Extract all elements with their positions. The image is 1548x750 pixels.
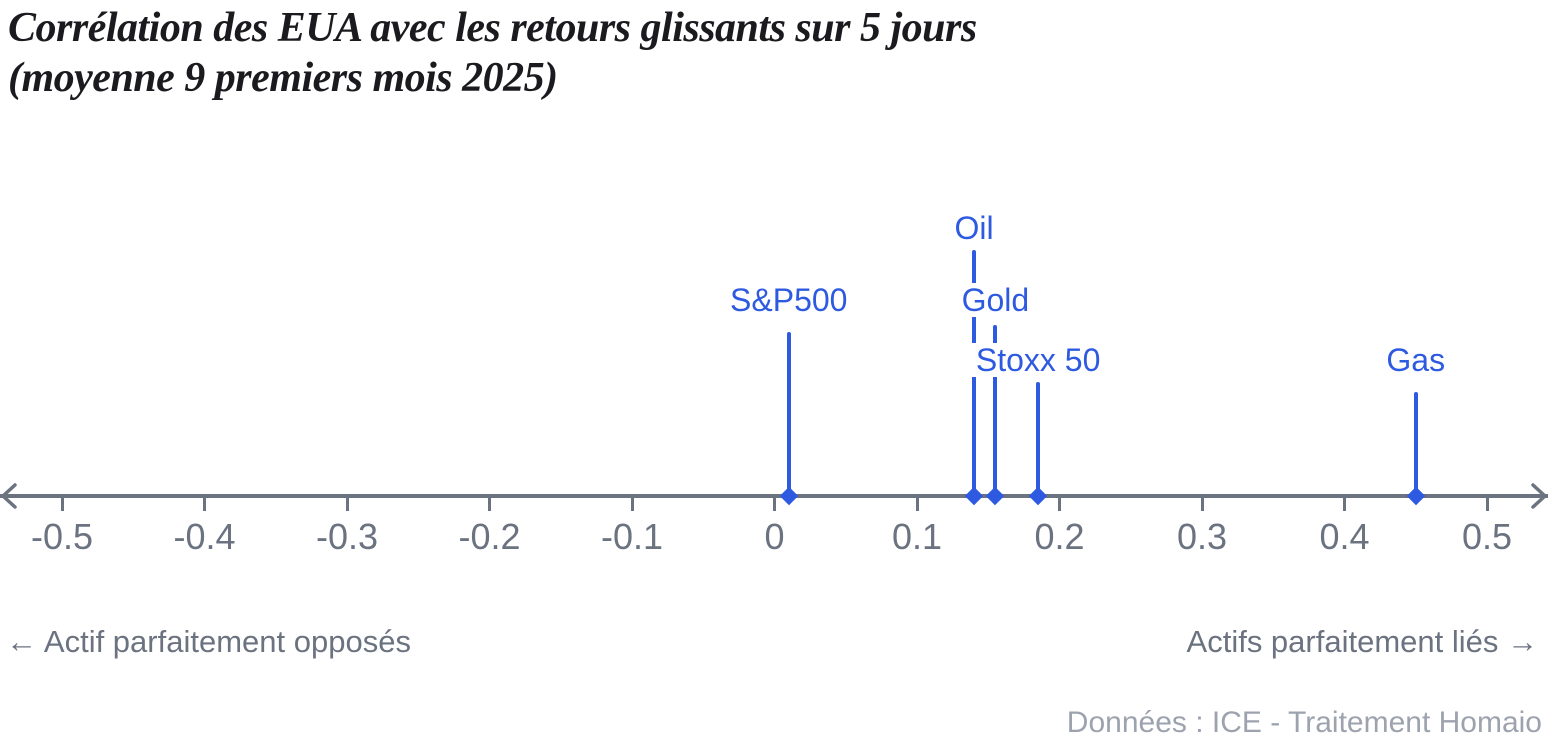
axis-tick-label: -0.1 — [600, 516, 664, 557]
axis-tick — [1200, 498, 1204, 511]
axis-arrow-right-icon — [1531, 483, 1547, 509]
point-stem — [1036, 382, 1041, 496]
axis-tick-label: -0.2 — [458, 516, 521, 557]
axis-tick — [488, 498, 491, 511]
point-marker-diamond — [1028, 486, 1048, 506]
point-label: Oil — [949, 211, 999, 245]
point-label: Gold — [956, 283, 1035, 317]
axis-tick — [1058, 498, 1061, 511]
axis-tick-label: -0.5 — [30, 516, 94, 557]
chart-title: Corrélation des EUA avec les retours gli… — [8, 4, 977, 103]
axis-tick — [1485, 498, 1489, 511]
point-marker-diamond — [779, 486, 798, 506]
axis-tick-label: -0.3 — [315, 516, 379, 557]
point-label: S&P500 — [725, 283, 853, 317]
point-label: Gas — [1381, 343, 1451, 377]
axis-arrow-left-icon — [1, 483, 17, 509]
point-marker-diamond — [964, 486, 984, 506]
axis-tick — [915, 498, 919, 511]
axis-tick-label: -0.4 — [173, 516, 236, 557]
axis-tick-label: 0.5 — [1461, 516, 1513, 557]
axis-tick — [630, 498, 634, 511]
axis-tick-label: 0.2 — [1034, 516, 1085, 557]
x-axis-line — [0, 494, 1548, 498]
chart-title-line2: (moyenne 9 premiers mois 2025) — [8, 54, 558, 101]
annotation-opposed-assets: ← Actif parfaitement opposés — [6, 624, 411, 659]
axis-tick — [773, 498, 776, 511]
axis-tick — [1343, 498, 1346, 511]
point-label: Stoxx 50 — [970, 343, 1106, 377]
chart-title-line1: Corrélation des EUA avec les retours gli… — [8, 5, 977, 51]
point-stem — [786, 332, 791, 496]
axis-tick-label: 0.1 — [891, 516, 943, 557]
axis-tick — [203, 498, 206, 511]
point-stem — [1413, 392, 1418, 496]
point-marker-diamond — [986, 486, 1005, 506]
source-credit: Données : ICE - Traitement Homaio — [1066, 706, 1542, 739]
point-marker-diamond — [1406, 486, 1425, 506]
point-stem — [993, 325, 998, 496]
axis-tick-label: 0.4 — [1319, 516, 1370, 557]
annotation-linked-assets: Actifs parfaitement liés → — [1186, 624, 1538, 659]
axis-tick-label: 0 — [764, 516, 785, 557]
axis-tick — [345, 498, 349, 511]
axis-tick — [60, 498, 64, 511]
axis-tick-label: 0.3 — [1176, 516, 1228, 557]
